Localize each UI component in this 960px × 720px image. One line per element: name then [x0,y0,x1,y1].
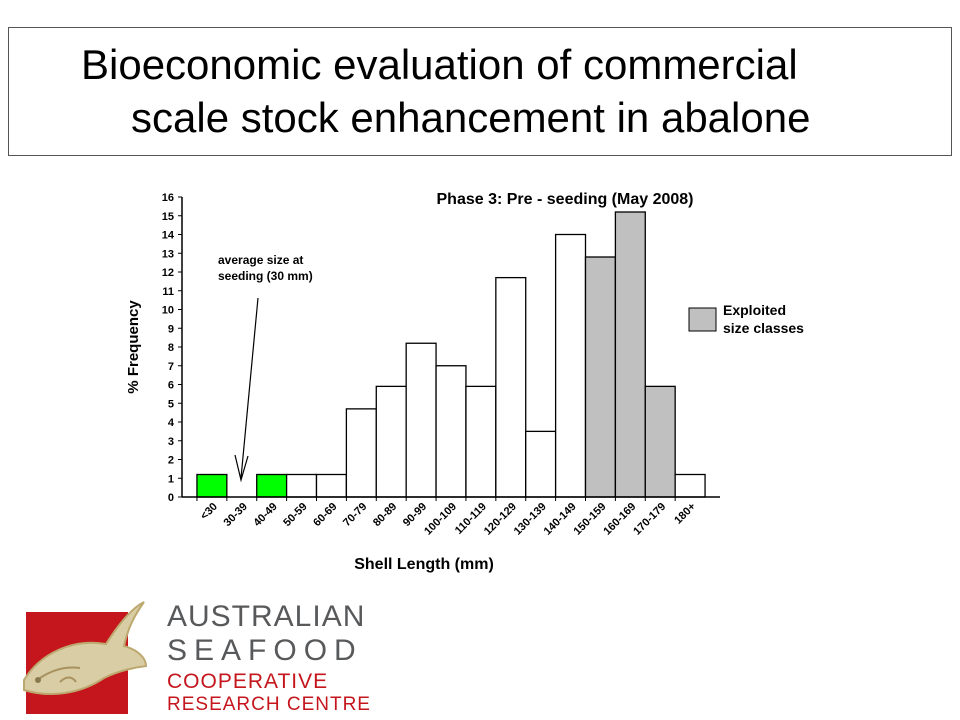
histogram-bar [525,430,557,498]
logo-line1: AUSTRALIAN [167,600,366,633]
x-tick-label: 50-59 [281,501,309,529]
histogram-bar [405,342,437,498]
histogram-bar [285,473,318,498]
histogram-bar [614,211,646,498]
x-tick-label: 80-89 [371,501,399,529]
logo-line4: RESEARCH CENTRE [167,694,371,715]
y-tick-label: 15 [162,211,174,223]
x-tick-label: 100-109 [422,501,459,538]
y-tick-label: 6 [168,380,174,392]
logo-line2: SEAFOOD [167,634,363,667]
annotation-line2: seeding (30 mm) [218,269,313,283]
x-tick-label: 90-99 [401,501,429,529]
fish-emblem-icon [23,601,148,714]
histogram-bar [644,385,676,498]
y-tick-label: 16 [162,192,174,204]
histogram-bar [435,365,467,498]
x-tick-label: 180+ [672,501,698,527]
x-tick-label: 30-39 [222,501,250,529]
histogram-bar [465,385,497,498]
logo-line3: COOPERATIVE [167,670,329,693]
histogram-bar [256,473,288,498]
y-tick-label: 7 [168,361,174,373]
y-tick-label: 4 [168,417,175,429]
legend-label-line2: size classes [723,320,804,336]
legend-label-line1: Exploited [723,302,786,318]
annotation-line1: average size at [218,253,303,267]
x-tick-label: 60-69 [311,501,339,529]
y-axis-label: % Frequency [125,300,142,394]
annotation-arrow [234,297,259,483]
legend-swatch-exploited [688,307,717,332]
histogram-bar [345,408,377,498]
histogram-bar [495,276,527,498]
x-tick-label: 40-49 [251,501,279,529]
x-tick-label: 70-79 [341,501,369,529]
y-tick-label: 5 [168,398,174,410]
histogram-bar [584,256,617,498]
histogram-bar [554,233,587,498]
slide-title-line1: Bioeconomic evaluation of commercial [81,41,798,88]
y-tick-label: 9 [168,323,174,335]
y-tick-label: 3 [168,436,174,448]
seafood-crc-logo: AUSTRALIAN SEAFOOD COOPERATIVE RESEARCH … [20,598,370,716]
y-tick-label: 11 [162,286,174,298]
x-tick-label: 170-179 [631,501,668,538]
histogram-bar [375,385,407,498]
x-axis-label: Shell Length (mm) [354,556,494,573]
y-tick-label: 12 [162,267,174,279]
y-tick-label: 8 [168,342,174,354]
y-tick-label: 10 [162,305,174,317]
histogram-bar [196,473,228,498]
y-tick-label: 0 [168,492,174,504]
histogram-bar [674,473,706,498]
x-tick-label: <30 [198,501,220,523]
y-tick-label: 1 [168,473,174,485]
y-tick-label: 13 [162,248,174,260]
title-box: Bioeconomic evaluation of commercial sca… [8,27,952,156]
y-tick-label: 2 [168,455,174,467]
histogram-bar [315,473,348,498]
y-tick-label: 14 [162,230,175,242]
chart-title: Phase 3: Pre - seeding (May 2008) [437,191,694,208]
slide-title-line2: scale stock enhancement in abalone [131,94,811,141]
